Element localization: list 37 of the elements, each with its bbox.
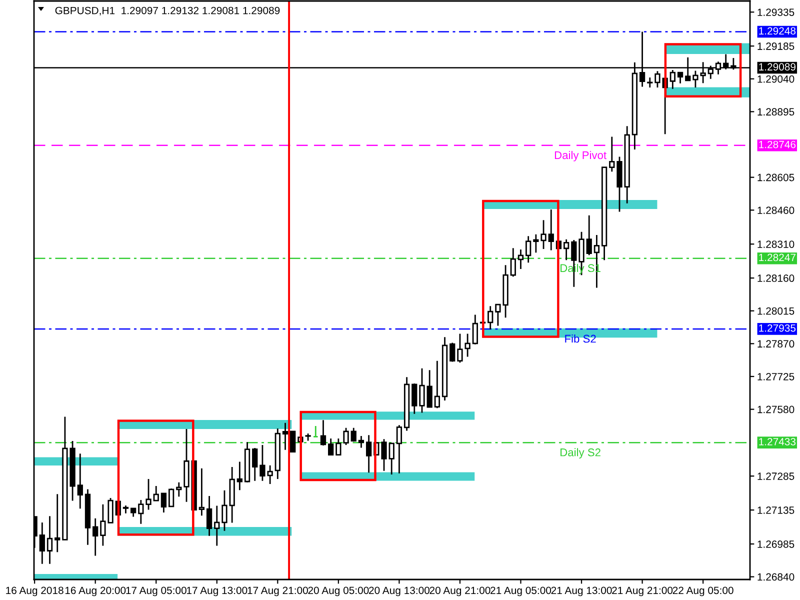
ref-line-label: 1.27433 (759, 438, 796, 446)
x-tick-label: 21 Aug 13:00 (551, 586, 612, 596)
y-tick-label: 1.29040 (758, 75, 794, 83)
y-tick-label: 1.26840 (758, 573, 794, 581)
y-tick-label: 1.27580 (758, 406, 794, 414)
x-tick-label: 17 Aug 21:00 (248, 586, 308, 596)
x-tick-label: 17 Aug 13:00 (186, 586, 248, 596)
y-tick-label: 1.29185 (758, 42, 794, 50)
ref-line-label: 1.28247 (759, 254, 796, 262)
x-tick-label: 22 Aug 05:00 (672, 586, 734, 596)
y-tick-label: 1.28605 (758, 174, 794, 182)
x-tick-label: 20 Aug 13:00 (369, 586, 430, 596)
y-tick-label: 1.28310 (758, 240, 794, 248)
x-tick-label: 20 Aug 21:00 (430, 586, 490, 596)
y-tick-label: 1.27870 (758, 340, 794, 348)
y-tick-label: 1.27285 (758, 472, 794, 480)
y-tick-label: 1.28895 (758, 108, 794, 116)
y-tick-label: 1.28460 (758, 206, 794, 214)
ref-line-label: 1.29089 (759, 63, 796, 71)
x-tick-label: 17 Aug 05:00 (126, 586, 186, 596)
x-tick-label: 20 Aug 05:00 (308, 586, 369, 596)
annotation: Daily S2 (560, 448, 600, 458)
y-tick-label: 1.27725 (758, 372, 794, 380)
y-tick-label: 1.29335 (758, 8, 794, 16)
ref-line-label: 1.27935 (759, 324, 796, 332)
y-tick-label: 1.27135 (758, 506, 794, 514)
x-tick-label: 16 Aug 2018 (6, 586, 64, 596)
x-tick-label: 21 Aug 21:00 (612, 586, 673, 596)
x-tick-label: 16 Aug 20:00 (65, 586, 126, 596)
y-tick-label: 1.28015 (758, 307, 794, 315)
chart-title: GBPUSD,H1 1.29097 1.29132 1.29081 1.29089 (55, 6, 280, 16)
annotation: Daily Pivot (554, 150, 606, 162)
y-tick-label: 1.26985 (758, 540, 794, 548)
ref-line-label: 1.29248 (759, 27, 796, 35)
ref-line-label: 1.28746 (759, 140, 796, 148)
x-tick-label: 21 Aug 05:00 (490, 586, 552, 596)
y-tick-label: 1.28160 (758, 274, 794, 282)
